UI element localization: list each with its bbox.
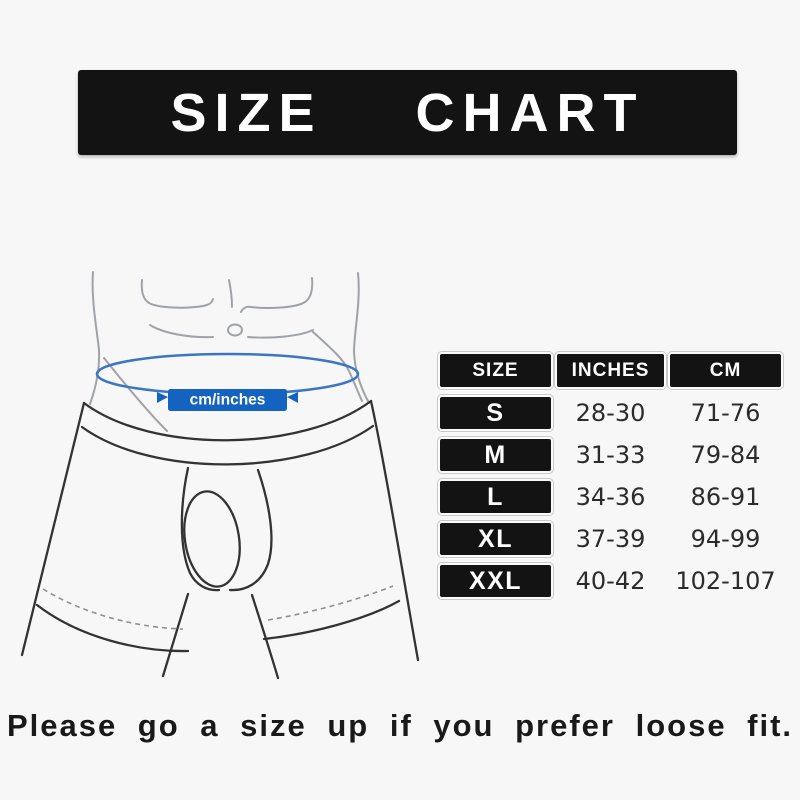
size-badge: L [438,479,553,515]
waist-measure-ellipse [95,352,360,396]
column-header-cm: CM [668,352,783,389]
pouch-seam [183,490,241,588]
inches-value: 40-42 [575,567,646,595]
size-badge: XXL [438,563,553,599]
banner-title: SIZE CHART [170,82,645,143]
size-badge: M [438,437,553,473]
measure-label: cm/inches [190,392,266,409]
size-badge: XL [438,521,553,557]
size-chart-banner: SIZE CHART [78,70,737,155]
boxer-briefs-outline [20,399,420,680]
column-header-inches: INCHES [555,352,666,389]
navel-mark [227,323,243,337]
inches-value: 37-39 [575,525,646,553]
cm-value: 102-107 [675,567,776,595]
inches-value: 28-30 [575,399,646,427]
measure-arrow-right-icon [287,392,298,403]
cm-value: 71-76 [690,399,761,427]
measure-label-box [168,389,287,411]
briefs-stitching [42,585,394,630]
inches-value: 31-33 [575,441,646,469]
size-table: SIZE INCHES CM S 28-30 71-76 M 31-33 79-… [438,352,783,599]
fit-advice-note: Please go a size up if you prefer loose … [6,708,794,743]
figure-illustration: cm/inches [20,271,420,680]
cm-value: 86-91 [690,483,761,511]
size-badge: S [438,395,553,431]
cm-value: 94-99 [690,525,761,553]
measure-arrow-left-icon [157,392,168,403]
measure-label-group: cm/inches [157,389,298,411]
inches-value: 34-36 [575,483,646,511]
column-header-size: SIZE [438,352,553,389]
torso-outline [89,271,370,432]
cm-value: 79-84 [690,441,761,469]
